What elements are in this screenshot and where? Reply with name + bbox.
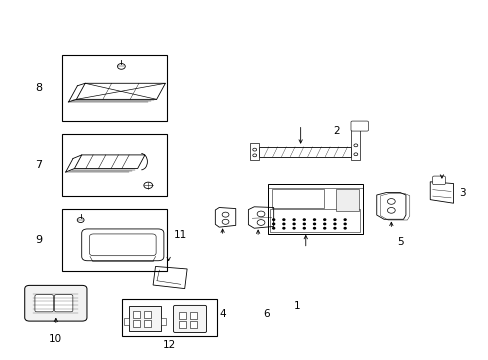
Text: 3: 3 — [458, 188, 465, 198]
Circle shape — [344, 228, 346, 229]
Bar — [143, 320, 151, 327]
Bar — [129, 306, 161, 331]
Bar — [133, 320, 140, 327]
Circle shape — [323, 219, 325, 220]
Text: 7: 7 — [36, 160, 42, 170]
Bar — [62, 55, 166, 121]
Bar — [62, 208, 166, 271]
Bar — [351, 122, 360, 159]
Bar — [259, 147, 351, 157]
Circle shape — [313, 228, 315, 229]
Text: 1: 1 — [293, 301, 300, 311]
Circle shape — [323, 223, 325, 225]
Circle shape — [292, 228, 294, 229]
Bar — [189, 312, 197, 319]
Circle shape — [313, 223, 315, 225]
FancyBboxPatch shape — [35, 295, 53, 312]
Text: 8: 8 — [36, 83, 42, 93]
Text: 9: 9 — [36, 235, 42, 245]
Bar — [179, 321, 186, 328]
Bar — [179, 312, 186, 319]
Bar — [271, 189, 323, 208]
Bar — [122, 299, 216, 337]
Circle shape — [303, 223, 305, 225]
FancyBboxPatch shape — [54, 295, 73, 312]
Bar — [267, 184, 362, 234]
Text: 11: 11 — [173, 230, 186, 240]
Bar — [133, 311, 140, 318]
Bar — [124, 318, 129, 325]
Circle shape — [303, 219, 305, 220]
Circle shape — [344, 223, 346, 225]
Circle shape — [283, 223, 285, 225]
Text: 5: 5 — [396, 237, 403, 247]
Text: 12: 12 — [163, 340, 176, 350]
FancyBboxPatch shape — [81, 229, 163, 261]
Circle shape — [313, 219, 315, 220]
Circle shape — [283, 228, 285, 229]
Text: 4: 4 — [219, 309, 225, 319]
FancyBboxPatch shape — [173, 305, 206, 333]
Circle shape — [333, 223, 335, 225]
Circle shape — [283, 219, 285, 220]
Circle shape — [323, 228, 325, 229]
Circle shape — [344, 219, 346, 220]
Bar — [189, 321, 197, 328]
Bar — [62, 134, 166, 196]
Bar — [250, 143, 259, 160]
Circle shape — [272, 219, 274, 220]
Circle shape — [333, 219, 335, 220]
FancyBboxPatch shape — [350, 121, 368, 131]
Circle shape — [303, 228, 305, 229]
Text: 6: 6 — [263, 309, 269, 319]
Text: 2: 2 — [333, 126, 340, 136]
FancyBboxPatch shape — [89, 234, 156, 256]
Circle shape — [292, 223, 294, 225]
Circle shape — [272, 223, 274, 225]
Circle shape — [333, 228, 335, 229]
Text: 10: 10 — [49, 334, 62, 343]
Circle shape — [272, 228, 274, 229]
FancyBboxPatch shape — [432, 176, 445, 185]
Bar — [143, 311, 151, 318]
Circle shape — [292, 219, 294, 220]
Bar — [270, 209, 360, 232]
Bar — [335, 189, 359, 211]
FancyBboxPatch shape — [25, 285, 87, 321]
Bar — [161, 318, 165, 325]
